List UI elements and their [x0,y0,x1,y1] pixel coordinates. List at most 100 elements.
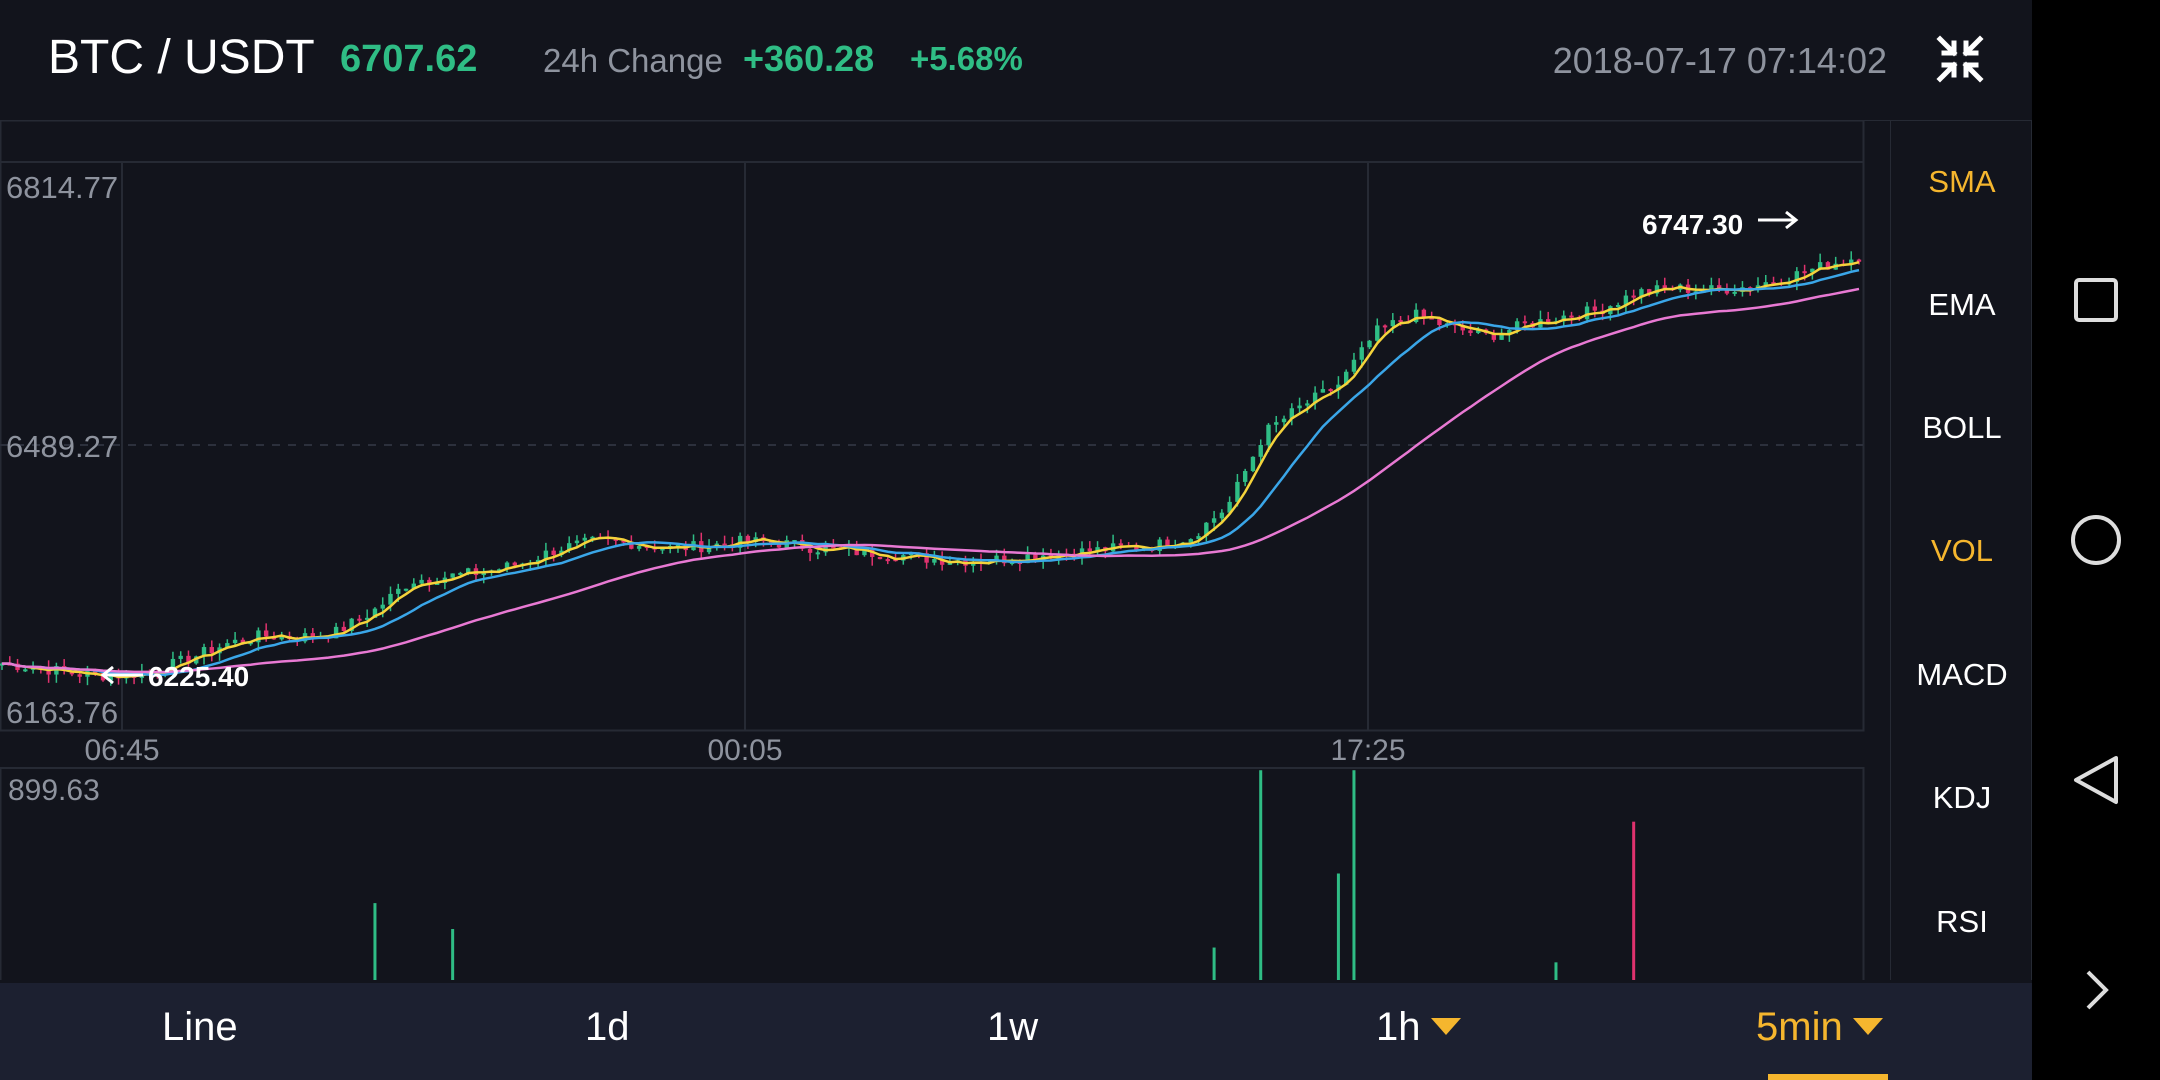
high-price-annotation: 6747.30 [1642,209,1743,240]
tab-1d[interactable]: 1d [585,1005,630,1050]
moving-averages [1,261,1860,679]
candle-body [551,550,556,555]
change-label: 24h Change [543,42,723,79]
candle-body [1794,271,1800,282]
candle-body [1421,309,1427,318]
candle-body [1623,295,1629,306]
candle-body [1507,330,1512,334]
back-icon[interactable] [2066,750,2126,810]
candle-body [1157,539,1162,551]
candle-body [1351,359,1357,372]
indicator-vol[interactable]: VOL [1930,533,1994,568]
header: BTC / USDT 6707.62 24h Change +360.28 +5… [0,0,2032,121]
candle-body [629,541,634,549]
candle-body [1250,456,1256,472]
candle-body [660,548,665,551]
candle-body [1639,289,1644,298]
candle-body [1615,305,1621,308]
candle-body [372,608,378,618]
candle-body [1320,389,1326,393]
candle-body [364,617,370,620]
kline-chart[interactable]: 6814.77 6489.27 6163.76 06:45 00:05 17:25 899.… [0,119,1865,1080]
indicator-boll[interactable]: BOLL [1922,410,2002,445]
candle-body [240,639,246,643]
candle-body [1654,285,1660,294]
candle-body [1732,291,1737,294]
candle-body [170,658,176,673]
indicator-kdj[interactable]: KDJ [1932,780,1992,815]
candle-body [1561,315,1566,322]
candle-body [543,550,549,560]
volume-bars [0,770,1861,1080]
candle-body [1631,295,1636,298]
candle-body [1390,320,1396,327]
x-axis-tick-label: 00:05 [707,734,782,767]
tab-1w[interactable]: 1w [987,1005,1038,1050]
candle-body [341,626,347,631]
candle-body [722,543,727,546]
timestamp: 2018-07-17 07:14:02 [1552,40,1887,81]
candle-body [877,556,883,560]
volume-bar [1554,962,1558,1080]
candle-body [1491,333,1497,340]
expand-icon[interactable] [2066,960,2126,1020]
candle-body [23,669,28,672]
ma-long-line [1,287,1860,674]
arrow-left-icon [100,665,143,685]
indicator-macd[interactable]: MACD [1916,657,2008,692]
candle-body [582,537,587,541]
indicator-rsi[interactable]: RSI [1936,904,1988,939]
price-panel-frame [0,119,1865,732]
candle-body [862,548,867,556]
candle-body [932,559,937,563]
candle-body [225,643,230,648]
candle-body [1849,259,1854,264]
volume-bar [1259,770,1263,1080]
candle-body [1499,333,1504,340]
candle-body [1476,329,1481,333]
indicator-sma[interactable]: SMA [1928,164,1996,199]
system-nav-bar [2032,0,2160,1080]
candle-body [1709,285,1714,291]
indicator-ema[interactable]: EMA [1928,287,1996,322]
tab-1h[interactable]: 1h [1376,1005,1461,1050]
volume-bar [1212,947,1216,1080]
tab-line[interactable]: Line [162,1005,238,1050]
candle-body [1025,554,1030,564]
candle-body [1569,315,1574,318]
candle-body [1242,471,1248,482]
candle-body [1196,536,1201,540]
candle-body [1367,340,1372,348]
tab-line-label: Line [162,1005,238,1049]
candle-body [854,546,859,556]
candle-body [279,635,284,640]
candle-body [994,555,999,563]
candle-body [1297,405,1302,409]
candle-body [1468,330,1473,333]
candle-body [807,548,813,553]
tab-5min[interactable]: 5min [1756,1005,1883,1050]
tab-1h-label: 1h [1376,1005,1421,1049]
candle-body [481,572,486,576]
pair-title[interactable]: BTC / USDT [48,31,315,84]
recent-apps-icon[interactable] [2066,270,2126,330]
candle-body [1235,481,1240,502]
candle-body [465,568,471,573]
candle-body [403,588,409,591]
candle-body [349,618,354,631]
candle-body [512,562,518,566]
candle-body [504,562,510,570]
candle-body [380,604,385,609]
candle-body [411,583,417,589]
candle-body [792,540,797,543]
chart-area[interactable]: 6814.77 6489.27 6163.76 06:45 00:05 17:25 899.… [0,119,1865,1080]
volume-bar [1632,821,1636,1080]
collapse-arrows-icon[interactable] [1935,34,1985,84]
candle-body [1289,408,1294,419]
home-icon[interactable] [2066,510,2126,570]
change-absolute: +360.28 [743,38,875,79]
candle-body [1437,319,1442,326]
candle-body [590,536,595,539]
candle-body [458,572,463,575]
candle-body [1810,268,1815,273]
